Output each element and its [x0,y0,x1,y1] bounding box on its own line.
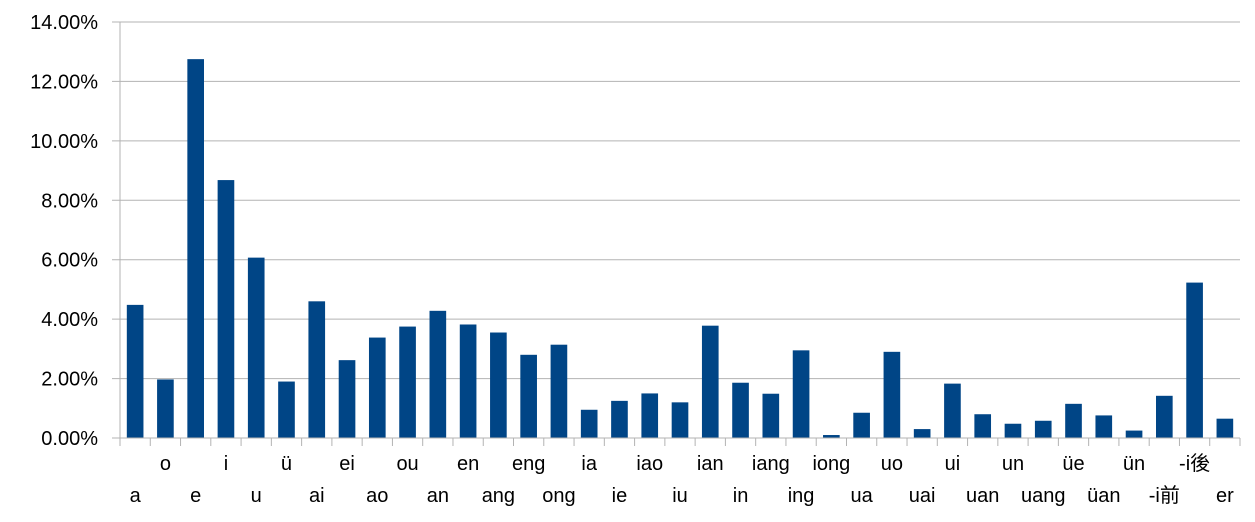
bar-iu [671,402,689,438]
bar--i後 [1186,282,1203,438]
bar-ian [701,325,719,438]
bar-series [126,59,1234,439]
x-category-label: ei [339,453,355,475]
y-tick-label: 10.00% [30,131,98,153]
y-tick-label: 4.00% [41,309,98,331]
bar-ia [580,409,598,438]
bar-o [157,379,174,438]
bar-üe [1065,403,1082,438]
bar-uo [883,351,901,438]
bar-e [187,59,204,439]
x-category-label: ou [396,453,418,475]
bar-ou [399,326,416,438]
x-category-label: uan [966,485,999,507]
bar-uai [913,429,931,438]
bar--i前 [1156,395,1173,438]
bar-ui [944,383,961,438]
x-category-label: ong [542,485,575,507]
x-category-label: ia [581,453,597,475]
x-category-label: üan [1087,485,1120,507]
x-category-label: ian [697,453,724,475]
bar-ao [368,337,386,438]
x-category-label: u [251,485,262,507]
y-tick-label: 12.00% [30,71,98,93]
x-category-label: ua [850,485,873,507]
x-category-label: ing [788,485,815,507]
bar-uan [974,414,992,438]
x-category-label: eng [512,453,545,475]
bar-ang [490,332,507,438]
bar-in [732,382,749,438]
x-category-label: er [1216,485,1234,507]
bar-iong [823,435,840,438]
x-category-label: ün [1123,453,1145,475]
x-category-label: ai [309,485,325,507]
y-tick-label: 6.00% [41,250,98,272]
y-axis-tick-labels: 0.00% 2.00% 4.00% 6.00% 8.00% 10.00% 12.00% 14.… [30,12,98,450]
y-tick-label: 8.00% [41,190,98,212]
x-category-label: iao [636,453,663,475]
bar-eng [520,354,537,438]
y-tick-label: 14.00% [30,12,98,34]
bar-ai [308,301,326,438]
bar-ü [278,381,295,438]
x-category-label: iu [672,485,688,507]
x-category-label: ao [366,485,388,507]
x-category-label: iong [812,453,850,475]
bar-uang [1034,420,1052,438]
bar-i [217,180,235,438]
grid-layer [112,21,1240,439]
bar-an [429,310,447,438]
x-category-label: -i前 [1149,484,1180,507]
x-category-label: iang [752,453,790,475]
bar-iao [641,393,659,438]
bar-ün [1125,430,1143,438]
bar-ie [611,400,628,438]
x-category-label: uai [909,485,936,507]
x-axis-category-labels: aoeiuüaieiaoouanenangengongiaieiaoiuiani… [130,452,1235,507]
x-category-label: an [427,485,449,507]
x-category-label: üe [1062,453,1084,475]
x-category-label: in [733,485,749,507]
x-category-label: o [160,453,171,475]
bar-üan [1095,415,1113,438]
x-category-label: en [457,453,479,475]
axes [119,22,1241,446]
x-category-label: ui [945,453,961,475]
bar-u [247,257,265,438]
x-category-label: ang [482,485,515,507]
x-category-label: uo [881,453,903,475]
bar-ong [550,344,568,438]
x-category-label: uang [1021,485,1066,507]
bar-er [1216,418,1234,438]
bar-ei [338,360,356,438]
y-tick-label: 2.00% [41,369,98,391]
bar-ua [853,412,870,438]
x-category-label: a [130,485,142,507]
bar-un [1004,423,1022,438]
bar-iang [762,393,780,438]
bar-a [126,304,144,438]
y-tick-label: 0.00% [41,428,98,450]
x-category-label: ie [612,485,628,507]
x-category-label: e [190,485,201,507]
x-category-label: ü [281,453,292,475]
x-category-label: un [1002,453,1024,475]
x-category-label: i [224,453,228,475]
bar-en [459,324,477,438]
x-category-label: -i後 [1179,452,1210,475]
bar-ing [792,350,810,438]
